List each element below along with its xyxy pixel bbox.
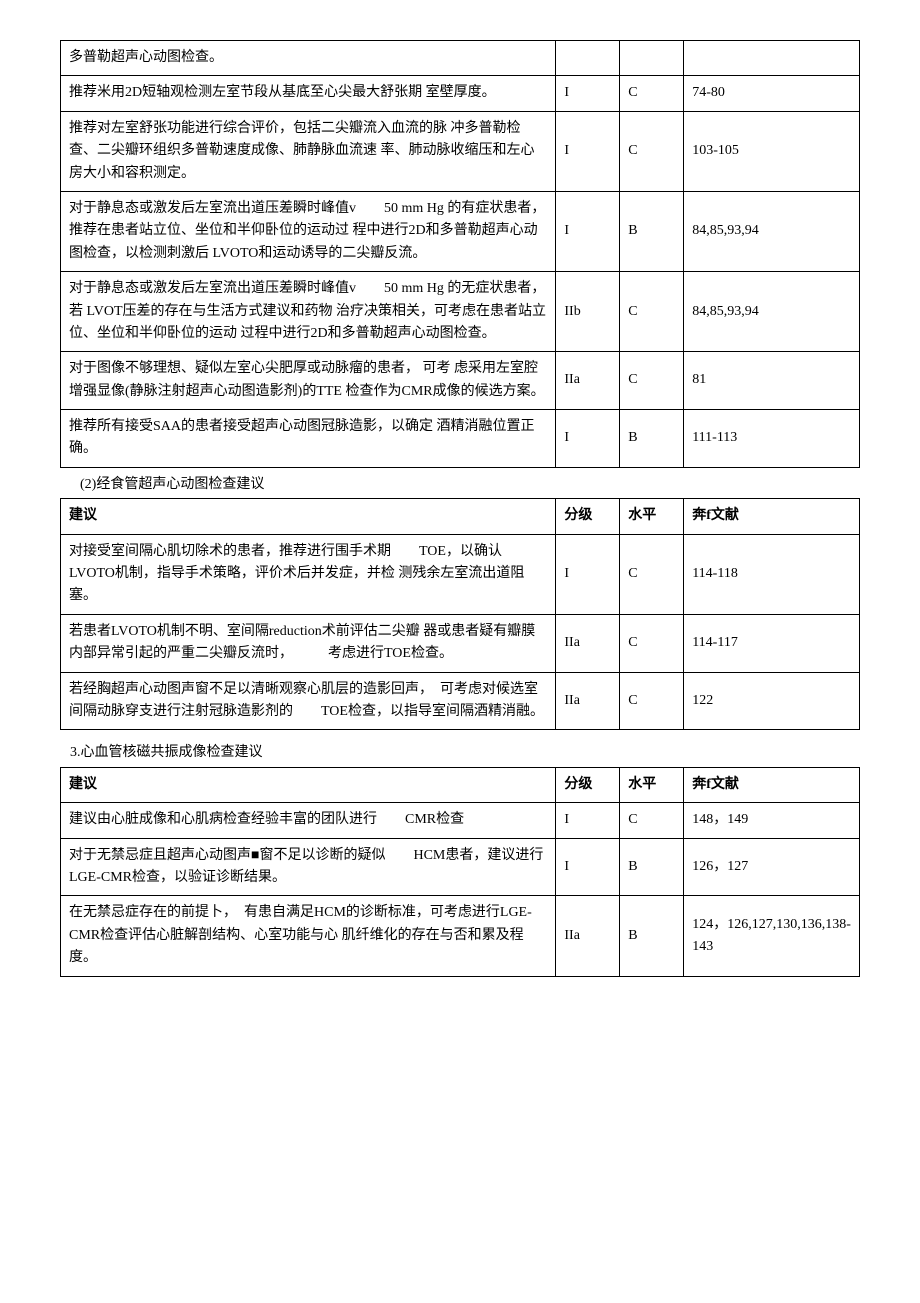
header-reference: 奔f文献 <box>684 767 860 802</box>
cell-ref: 114-118 <box>684 534 860 614</box>
header-recommendation: 建议 <box>61 499 556 534</box>
table-row: 多普勒超声心动图检查。 <box>61 41 860 76</box>
caption-toe: (2)经食管超声心动图检查建议 <box>80 474 860 496</box>
cell-rec: 推荐米用2D短轴观检测左室节段从基底至心尖最大舒张期 室壁厚度。 <box>61 76 556 111</box>
cell-level: C <box>620 352 684 410</box>
header-level: 水平 <box>620 499 684 534</box>
table-row: 对于图像不够理想、疑似左室心尖肥厚或动脉瘤的患者， 可考 虑采用左室腔增强显像(… <box>61 352 860 410</box>
table-row: 对接受室间隔心肌切除术的患者，推荐进行围手术期 TOE，以确认LVOTO机制，指… <box>61 534 860 614</box>
table-row: 若经胸超声心动图声窗不足以清晰观察心肌层的造影回声， 可考虑对候选室间隔动脉穿支… <box>61 672 860 730</box>
cell-grade: I <box>556 803 620 838</box>
cell-ref: 122 <box>684 672 860 730</box>
cell-ref: 114-117 <box>684 614 860 672</box>
cell-rec: 对于图像不够理想、疑似左室心尖肥厚或动脉瘤的患者， 可考 虑采用左室腔增强显像(… <box>61 352 556 410</box>
cell-rec: 若患者LVOTO机制不明、室间隔reduction术前评估二尖瓣 器或患者疑有瓣… <box>61 614 556 672</box>
cell-rec: 对接受室间隔心肌切除术的患者，推荐进行围手术期 TOE，以确认LVOTO机制，指… <box>61 534 556 614</box>
cell-grade: I <box>556 76 620 111</box>
cell-grade: IIa <box>556 614 620 672</box>
table-row: 建议由心脏成像和心肌病检查经验丰富的团队进行 CMR检查IC148，149 <box>61 803 860 838</box>
cell-level: C <box>620 614 684 672</box>
table-row: 推荐对左室舒张功能进行综合评价，包括二尖瓣流入血流的脉 冲多普勒检查、二尖瓣环组… <box>61 111 860 191</box>
table-header-row: 建议 分级 水平 奔f文献 <box>61 767 860 802</box>
cell-rec: 建议由心脏成像和心肌病检查经验丰富的团队进行 CMR检查 <box>61 803 556 838</box>
cell-level: B <box>620 896 684 976</box>
header-grade: 分级 <box>556 767 620 802</box>
cell-ref: 124，126,127,130,136,138-143 <box>684 896 860 976</box>
header-reference: 奔f文献 <box>684 499 860 534</box>
table-cmr: 建议 分级 水平 奔f文献 建议由心脏成像和心肌病检查经验丰富的团队进行 CMR… <box>60 767 860 977</box>
cell-level: C <box>620 672 684 730</box>
cell-rec: 在无禁忌症存在的前提卜， 有患自满足HCM的诊断标准，可考虑进行LGE-CMR检… <box>61 896 556 976</box>
cell-grade: I <box>556 410 620 468</box>
cell-ref: 111-113 <box>684 410 860 468</box>
cell-level: C <box>620 272 684 352</box>
cell-level: C <box>620 534 684 614</box>
header-level: 水平 <box>620 767 684 802</box>
table-row: 对于无禁忌症且超声心动图声■窗不足以诊断的疑似 HCM患者，建议进行LGE-CM… <box>61 838 860 896</box>
cell-ref: 81 <box>684 352 860 410</box>
table-header-row: 建议 分级 水平 奔f文献 <box>61 499 860 534</box>
cell-rec: 多普勒超声心动图检查。 <box>61 41 556 76</box>
cell-ref: 84,85,93,94 <box>684 191 860 271</box>
cell-grade <box>556 41 620 76</box>
table-row: 对于静息态或激发后左室流出道压差瞬时峰值v 50 mm Hg 的无症状患者，若 … <box>61 272 860 352</box>
table-echocardiography: 多普勒超声心动图检查。推荐米用2D短轴观检测左室节段从基底至心尖最大舒张期 室壁… <box>60 40 860 468</box>
cell-level: B <box>620 410 684 468</box>
cell-rec: 对于静息态或激发后左室流出道压差瞬时峰值v 50 mm Hg 的无症状患者，若 … <box>61 272 556 352</box>
cell-grade: I <box>556 838 620 896</box>
cell-level: B <box>620 838 684 896</box>
cell-grade: I <box>556 111 620 191</box>
cell-ref: 126，127 <box>684 838 860 896</box>
cell-rec: 若经胸超声心动图声窗不足以清晰观察心肌层的造影回声， 可考虑对候选室间隔动脉穿支… <box>61 672 556 730</box>
cell-ref: 74-80 <box>684 76 860 111</box>
table-toe: 建议 分级 水平 奔f文献 对接受室间隔心肌切除术的患者，推荐进行围手术期 TO… <box>60 498 860 730</box>
cell-grade: IIa <box>556 672 620 730</box>
cell-ref <box>684 41 860 76</box>
cell-rec: 推荐所有接受SAA的患者接受超声心动图冠脉造影，以确定 酒精消融位置正确。 <box>61 410 556 468</box>
cell-ref: 84,85,93,94 <box>684 272 860 352</box>
cell-grade: IIb <box>556 272 620 352</box>
cell-level: B <box>620 191 684 271</box>
cell-level: C <box>620 111 684 191</box>
cell-grade: I <box>556 534 620 614</box>
cell-grade: IIa <box>556 352 620 410</box>
cell-rec: 对于静息态或激发后左室流出道压差瞬时峰值v 50 mm Hg 的有症状患者，推荐… <box>61 191 556 271</box>
cell-level: C <box>620 76 684 111</box>
cell-grade: IIa <box>556 896 620 976</box>
table-row: 在无禁忌症存在的前提卜， 有患自满足HCM的诊断标准，可考虑进行LGE-CMR检… <box>61 896 860 976</box>
cell-ref: 103-105 <box>684 111 860 191</box>
header-recommendation: 建议 <box>61 767 556 802</box>
table-row: 推荐米用2D短轴观检测左室节段从基底至心尖最大舒张期 室壁厚度。IC74-80 <box>61 76 860 111</box>
cell-level: C <box>620 803 684 838</box>
cell-rec: 对于无禁忌症且超声心动图声■窗不足以诊断的疑似 HCM患者，建议进行LGE-CM… <box>61 838 556 896</box>
cell-grade: I <box>556 191 620 271</box>
caption-cmr: 3.心血管核磁共振成像检查建议 <box>70 742 860 764</box>
cell-ref: 148，149 <box>684 803 860 838</box>
header-grade: 分级 <box>556 499 620 534</box>
table-row: 推荐所有接受SAA的患者接受超声心动图冠脉造影，以确定 酒精消融位置正确。IB1… <box>61 410 860 468</box>
cell-level <box>620 41 684 76</box>
table-row: 对于静息态或激发后左室流出道压差瞬时峰值v 50 mm Hg 的有症状患者，推荐… <box>61 191 860 271</box>
table-row: 若患者LVOTO机制不明、室间隔reduction术前评估二尖瓣 器或患者疑有瓣… <box>61 614 860 672</box>
cell-rec: 推荐对左室舒张功能进行综合评价，包括二尖瓣流入血流的脉 冲多普勒检查、二尖瓣环组… <box>61 111 556 191</box>
